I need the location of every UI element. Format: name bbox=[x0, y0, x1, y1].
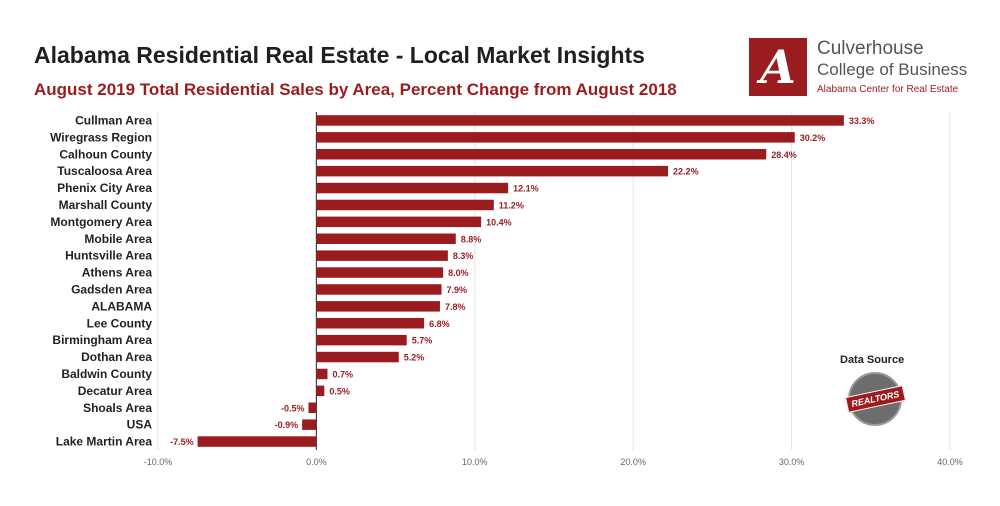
data-label: 8.8% bbox=[461, 234, 482, 244]
logo-line-3: Alabama Center for Real Estate bbox=[817, 84, 959, 95]
x-tick-label: 20.0% bbox=[620, 457, 646, 467]
category-label: Gadsden Area bbox=[71, 282, 152, 296]
data-label: 5.2% bbox=[404, 353, 425, 363]
category-label: Mobile Area bbox=[84, 232, 152, 246]
x-tick-label: -10.0% bbox=[144, 457, 173, 467]
data-label: 0.5% bbox=[329, 386, 350, 396]
category-label: Lee County bbox=[87, 316, 153, 330]
bar bbox=[316, 385, 325, 397]
data-label: 30.2% bbox=[800, 133, 826, 143]
data-label: 0.7% bbox=[332, 369, 353, 379]
category-label: ALABAMA bbox=[91, 299, 152, 313]
category-label: Montgomery Area bbox=[50, 215, 152, 229]
data-label: 8.3% bbox=[453, 251, 474, 261]
bar bbox=[316, 199, 494, 211]
category-label: Marshall County bbox=[59, 198, 153, 212]
data-label: -7.5% bbox=[170, 437, 194, 447]
bar bbox=[316, 267, 444, 278]
category-label: Lake Martin Area bbox=[56, 435, 153, 449]
category-label: USA bbox=[127, 418, 153, 432]
data-label: 8.0% bbox=[448, 268, 469, 278]
category-label: Decatur Area bbox=[78, 384, 153, 398]
bar bbox=[316, 301, 440, 312]
bar bbox=[316, 334, 407, 346]
realtors-badge-text: REALTORS bbox=[844, 385, 906, 413]
bar bbox=[316, 115, 844, 126]
bar bbox=[316, 368, 328, 380]
chart-title: Alabama Residential Real Estate - Local … bbox=[34, 42, 645, 68]
x-tick-label: 40.0% bbox=[937, 457, 963, 467]
data-label: 7.9% bbox=[447, 285, 468, 295]
bar bbox=[316, 250, 448, 261]
logo-line-1: Culverhouse bbox=[817, 38, 924, 59]
data-source-label: Data Source bbox=[840, 354, 905, 366]
bar bbox=[316, 132, 795, 143]
bar bbox=[316, 165, 669, 177]
x-tick-label: 30.0% bbox=[779, 457, 805, 467]
realtors-badge-icon: REALTORS bbox=[844, 372, 906, 426]
category-label: Phenix City Area bbox=[57, 181, 152, 195]
bar bbox=[302, 419, 317, 430]
category-label: Athens Area bbox=[82, 266, 153, 280]
bar bbox=[197, 436, 317, 447]
data-label: 33.3% bbox=[849, 116, 875, 126]
bar bbox=[316, 149, 767, 160]
data-label: 22.2% bbox=[673, 167, 699, 177]
data-label: -0.5% bbox=[281, 403, 305, 413]
category-label: Shoals Area bbox=[83, 401, 152, 415]
category-label: Birmingham Area bbox=[52, 333, 152, 347]
category-label: Huntsville Area bbox=[65, 249, 152, 263]
chart-subtitle: August 2019 Total Residential Sales by A… bbox=[34, 80, 677, 99]
data-label: 12.1% bbox=[513, 184, 539, 194]
category-label: Dothan Area bbox=[81, 350, 152, 364]
logo-letter: A bbox=[760, 40, 796, 94]
bar bbox=[316, 182, 509, 194]
bar bbox=[316, 216, 482, 228]
data-label: 7.8% bbox=[445, 302, 466, 312]
bar bbox=[316, 233, 456, 244]
data-label: -0.9% bbox=[275, 420, 299, 430]
data-label: 10.4% bbox=[486, 217, 512, 227]
data-label: 11.2% bbox=[499, 200, 524, 210]
category-label: Calhoun County bbox=[59, 147, 152, 161]
category-label: Tuscaloosa Area bbox=[57, 164, 152, 178]
bar bbox=[316, 318, 425, 329]
x-tick-label: 0.0% bbox=[306, 457, 327, 467]
data-label: 6.8% bbox=[429, 319, 450, 329]
logo-line-2: College of Business bbox=[817, 60, 968, 79]
x-tick-label: 10.0% bbox=[462, 457, 488, 467]
university-logo: A bbox=[749, 38, 807, 96]
bar bbox=[316, 284, 442, 295]
bar bbox=[316, 351, 399, 363]
data-label: 5.7% bbox=[412, 336, 433, 346]
bar bbox=[308, 402, 317, 413]
data-label: 28.4% bbox=[771, 150, 797, 160]
category-label: Cullman Area bbox=[75, 113, 152, 127]
category-label: Baldwin County bbox=[61, 367, 152, 381]
category-label: Wiregrass Region bbox=[50, 130, 152, 144]
